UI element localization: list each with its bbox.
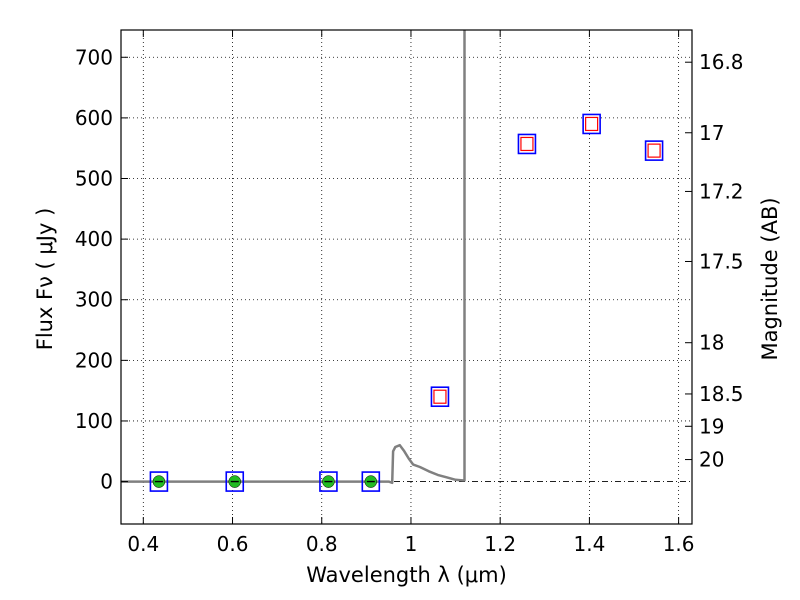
y-tick-label: 200 — [75, 348, 113, 372]
y2-axis-label: Magnitude (AB) — [758, 197, 782, 360]
point-inner-box — [433, 389, 447, 404]
x-tick-label: 0.8 — [306, 532, 338, 556]
x-tick-label: 1.4 — [573, 532, 605, 556]
point-inner-box — [647, 143, 661, 158]
mag-tick-label: 17.2 — [699, 179, 744, 203]
y-tick-label: 400 — [75, 227, 113, 251]
data-point — [361, 471, 381, 492]
data-markers — [149, 113, 664, 492]
point-box — [430, 386, 450, 408]
data-point — [582, 113, 601, 135]
mag-tick-label: 20 — [699, 448, 724, 472]
x-tick-label: 1 — [405, 532, 418, 556]
point-box — [361, 471, 381, 492]
data-point — [517, 133, 537, 155]
point-box — [644, 140, 664, 161]
y-axis-label: Flux Fν ( μJy ) — [33, 208, 57, 351]
data-point — [644, 140, 664, 161]
ticks: 0.4 0.6 0.8 1 1.2 1.4 1.6 0 100 200 300 400 500 600 70… — [75, 30, 744, 556]
mag-tick-label: 19 — [699, 414, 724, 438]
point-box — [149, 471, 169, 492]
y-tick-label: 100 — [75, 409, 113, 433]
x-tick-label: 1.2 — [484, 532, 516, 556]
data-point — [225, 471, 245, 492]
point-inner-box — [585, 116, 599, 132]
point-box — [319, 471, 338, 492]
mag-tick-label: 16.8 — [699, 50, 744, 74]
data-point — [319, 471, 338, 492]
y-tick-label: 700 — [75, 45, 113, 69]
y-tick-label: 500 — [75, 167, 113, 191]
point-box — [225, 471, 245, 492]
x-tick-label: 1.6 — [663, 532, 695, 556]
point-inner-box — [520, 136, 534, 152]
point-box — [582, 113, 601, 135]
x-axis-label: Wavelength λ (μm) — [306, 563, 507, 587]
point-box — [517, 133, 537, 155]
y-tick-label: 0 — [100, 470, 113, 494]
mag-tick-label: 17.5 — [699, 249, 744, 273]
mag-tick-label: 18.5 — [699, 382, 744, 406]
data-point — [430, 386, 450, 408]
model-spectrum-line — [121, 30, 466, 485]
mag-tick-label: 18 — [699, 331, 724, 355]
y-tick-label: 600 — [75, 106, 113, 130]
grid — [121, 30, 692, 524]
mag-tick-label: 17 — [699, 121, 724, 145]
plot-area — [121, 30, 466, 485]
data-point — [149, 471, 169, 492]
x-tick-label: 0.6 — [217, 532, 249, 556]
y-tick-label: 300 — [75, 288, 113, 312]
x-tick-label: 0.4 — [127, 532, 159, 556]
plot-frame — [120, 29, 693, 525]
